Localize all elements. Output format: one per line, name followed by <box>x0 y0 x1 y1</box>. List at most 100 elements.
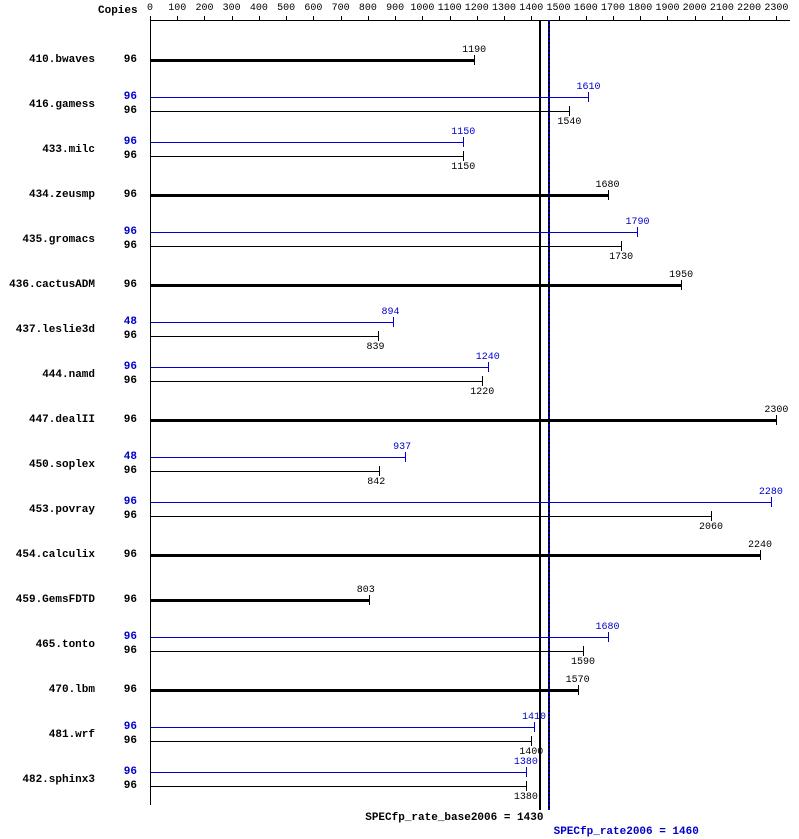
base-value-label: 1570 <box>566 675 590 686</box>
bar-peak <box>150 727 534 728</box>
base-value-label: 1150 <box>451 162 475 173</box>
copies-header: Copies <box>98 5 138 17</box>
bar-peak-end <box>463 137 464 147</box>
bar-peak-start <box>150 318 151 327</box>
copies-base: 96 <box>115 645 137 657</box>
bar-peak-end <box>588 92 589 102</box>
bar-base <box>150 284 681 287</box>
bar-base-end <box>681 280 682 290</box>
bar-base-start <box>150 242 151 251</box>
base-value-label: 839 <box>366 342 384 353</box>
copies-peak: 96 <box>115 631 137 643</box>
copies-base: 96 <box>115 375 137 387</box>
bar-base-end <box>378 331 379 341</box>
bar-base-start <box>150 737 151 746</box>
benchmark-name: 410.bwaves <box>0 54 95 66</box>
bar-base-start <box>150 107 151 116</box>
bar-peak-start <box>150 93 151 102</box>
benchmark-name: 465.tonto <box>0 639 95 651</box>
copies-peak: 96 <box>115 136 137 148</box>
bar-peak-start <box>150 228 151 237</box>
axis-tick-label: 1800 <box>628 3 652 14</box>
bar-peak-start <box>150 498 151 507</box>
copies-peak: 96 <box>115 766 137 778</box>
bar-peak-end <box>771 497 772 507</box>
bar-base-end <box>531 736 532 746</box>
axis-tick-label: 1400 <box>519 3 543 14</box>
bar-peak-start <box>150 138 151 147</box>
bar-base <box>150 419 776 422</box>
axis-tick-label: 1000 <box>410 3 434 14</box>
benchmark-name: 444.namd <box>0 369 95 381</box>
bar-base-start <box>150 191 151 200</box>
axis-tick-label: 2300 <box>764 3 788 14</box>
base-value-label: 2240 <box>748 540 772 551</box>
axis-tick-label: 1200 <box>465 3 489 14</box>
bar-peak <box>150 457 405 458</box>
copies-peak: 48 <box>115 316 137 328</box>
axis-tick-label: 1100 <box>438 3 462 14</box>
bar-base <box>150 689 578 692</box>
axis-tick-label: 2200 <box>737 3 761 14</box>
axis-tick-label: 2100 <box>710 3 734 14</box>
copies-base: 96 <box>115 240 137 252</box>
bar-peak-end <box>488 362 489 372</box>
axis-tick-label: 400 <box>247 3 271 14</box>
peak-value-label: 1410 <box>522 712 546 723</box>
axis-tick-label: 2000 <box>683 3 707 14</box>
footer-base-label: SPECfp_rate_base2006 = 1430 <box>365 812 543 824</box>
copies-base: 96 <box>115 684 137 696</box>
copies-base: 96 <box>115 105 137 117</box>
benchmark-name: 433.milc <box>0 144 95 156</box>
bar-base-start <box>150 686 151 695</box>
copies-base: 96 <box>115 279 137 291</box>
axis-tick-label: 900 <box>383 3 407 14</box>
bar-base <box>150 336 378 337</box>
benchmark-name: 481.wrf <box>0 729 95 741</box>
bar-base-start <box>150 551 151 560</box>
axis-tick-label: 600 <box>301 3 325 14</box>
benchmark-name: 436.cactusADM <box>0 279 95 291</box>
bar-base-start <box>150 512 151 521</box>
copies-peak: 96 <box>115 91 137 103</box>
bar-peak <box>150 232 637 233</box>
axis-tick-label: 200 <box>192 3 216 14</box>
benchmark-name: 447.dealII <box>0 414 95 426</box>
copies-base: 96 <box>115 414 137 426</box>
bar-base-start <box>150 377 151 386</box>
peak-value-label: 1240 <box>476 352 500 363</box>
bar-peak <box>150 367 488 368</box>
axis-tick-label: 1500 <box>547 3 571 14</box>
bar-base <box>150 381 482 382</box>
benchmark-name: 470.lbm <box>0 684 95 696</box>
bar-peak-end <box>405 452 406 462</box>
copies-peak: 96 <box>115 496 137 508</box>
copies-base: 96 <box>115 735 137 747</box>
benchmark-name: 450.soplex <box>0 459 95 471</box>
bar-base-start <box>150 782 151 791</box>
base-value-label: 803 <box>357 585 375 596</box>
axis-tick-label: 700 <box>329 3 353 14</box>
bar-peak <box>150 637 608 638</box>
bar-base <box>150 111 569 112</box>
copies-base: 96 <box>115 594 137 606</box>
peak-value-label: 2280 <box>759 487 783 498</box>
bar-base <box>150 786 526 787</box>
copies-peak: 48 <box>115 451 137 463</box>
bar-peak-start <box>150 453 151 462</box>
benchmark-name: 435.gromacs <box>0 234 95 246</box>
bar-peak-end <box>526 767 527 777</box>
peak-value-label: 1150 <box>451 127 475 138</box>
bar-base <box>150 741 531 742</box>
axis-tick-label: 0 <box>138 3 162 14</box>
bar-base-end <box>474 55 475 65</box>
peak-value-label: 1680 <box>596 622 620 633</box>
benchmark-name: 453.povray <box>0 504 95 516</box>
bar-base <box>150 59 474 62</box>
axis-tick-label: 300 <box>220 3 244 14</box>
bar-base-end <box>583 646 584 656</box>
bar-base-start <box>150 332 151 341</box>
axis-tick-label: 1600 <box>574 3 598 14</box>
bar-peak-start <box>150 723 151 732</box>
bar-base <box>150 554 760 557</box>
